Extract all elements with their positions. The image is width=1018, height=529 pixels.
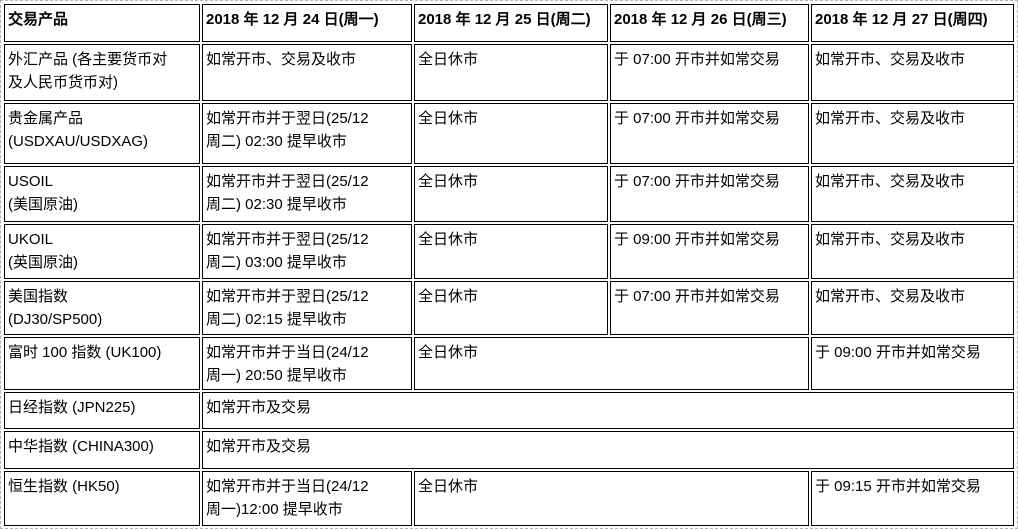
schedule-cell: 如常开市并于翌日(25/12 周二) 02:30 提早收市 <box>202 103 412 164</box>
schedule-cell: 于 07:00 开市并如常交易 <box>610 281 809 335</box>
schedule-cell: 于 07:00 开市并如常交易 <box>610 166 809 222</box>
table-row-ukoil: UKOIL (英国原油) 如常开市并于翌日(25/12 周二) 03:00 提早… <box>4 224 1014 279</box>
schedule-cell: 如常开市及交易 <box>202 392 1014 429</box>
schedule-cell: 如常开市及交易 <box>202 431 1014 469</box>
product-cell: 日经指数 (JPN225) <box>4 392 200 429</box>
schedule-cell: 如常开市并于当日(24/12 周一) 20:50 提早收市 <box>202 337 412 390</box>
schedule-cell: 于 07:00 开市并如常交易 <box>610 103 809 164</box>
schedule-cell: 全日休市 <box>414 224 608 279</box>
schedule-cell: 全日休市 <box>414 166 608 222</box>
product-cell: 美国指数 (DJ30/SP500) <box>4 281 200 335</box>
header-cell-tuesday: 2018 年 12 月 25 日(周二) <box>414 4 608 42</box>
header-cell-monday: 2018 年 12 月 24 日(周一) <box>202 4 412 42</box>
schedule-cell: 于 09:15 开市并如常交易 <box>811 471 1014 526</box>
product-cell: UKOIL (英国原油) <box>4 224 200 279</box>
schedule-cell: 于 07:00 开市并如常交易 <box>610 44 809 101</box>
product-cell: 中华指数 (CHINA300) <box>4 431 200 469</box>
table-row-jpn225: 日经指数 (JPN225) 如常开市及交易 <box>4 392 1014 429</box>
product-cell: 富时 100 指数 (UK100) <box>4 337 200 390</box>
product-cell: USOIL (美国原油) <box>4 166 200 222</box>
table-row-us-indices: 美国指数 (DJ30/SP500) 如常开市并于翌日(25/12 周二) 02:… <box>4 281 1014 335</box>
table-row-china300: 中华指数 (CHINA300) 如常开市及交易 <box>4 431 1014 469</box>
header-cell-wednesday: 2018 年 12 月 26 日(周三) <box>610 4 809 42</box>
schedule-cell: 如常开市、交易及收市 <box>811 103 1014 164</box>
schedule-cell: 全日休市 <box>414 44 608 101</box>
table-row-uk100: 富时 100 指数 (UK100) 如常开市并于当日(24/12 周一) 20:… <box>4 337 1014 390</box>
table-row-metals: 贵金属产品 (USDXAU/USDXAG) 如常开市并于翌日(25/12 周二)… <box>4 103 1014 164</box>
schedule-cell: 如常开市并于翌日(25/12 周二) 02:15 提早收市 <box>202 281 412 335</box>
schedule-cell: 于 09:00 开市并如常交易 <box>610 224 809 279</box>
table-row-hk50: 恒生指数 (HK50) 如常开市并于当日(24/12 周一)12:00 提早收市… <box>4 471 1014 526</box>
schedule-cell: 如常开市、交易及收市 <box>811 166 1014 222</box>
schedule-cell: 如常开市并于当日(24/12 周一)12:00 提早收市 <box>202 471 412 526</box>
header-cell-product: 交易产品 <box>4 4 200 42</box>
schedule-cell: 如常开市、交易及收市 <box>202 44 412 101</box>
product-cell: 恒生指数 (HK50) <box>4 471 200 526</box>
schedule-cell: 如常开市并于翌日(25/12 周二) 03:00 提早收市 <box>202 224 412 279</box>
schedule-cell: 于 09:00 开市并如常交易 <box>811 337 1014 390</box>
schedule-cell: 全日休市 <box>414 281 608 335</box>
schedule-cell: 全日休市 <box>414 103 608 164</box>
header-row: 交易产品 2018 年 12 月 24 日(周一) 2018 年 12 月 25… <box>4 4 1014 42</box>
schedule-cell: 如常开市、交易及收市 <box>811 281 1014 335</box>
product-cell: 贵金属产品 (USDXAU/USDXAG) <box>4 103 200 164</box>
table-row-forex: 外汇产品 (各主要货币对 及人民币货币对) 如常开市、交易及收市 全日休市 于 … <box>4 44 1014 101</box>
schedule-cell: 全日休市 <box>414 471 809 526</box>
schedule-cell: 如常开市、交易及收市 <box>811 224 1014 279</box>
schedule-cell: 全日休市 <box>414 337 809 390</box>
table-row-usoil: USOIL (美国原油) 如常开市并于翌日(25/12 周二) 02:30 提早… <box>4 166 1014 222</box>
header-cell-thursday: 2018 年 12 月 27 日(周四) <box>811 4 1014 42</box>
schedule-cell: 如常开市并于翌日(25/12 周二) 02:30 提早收市 <box>202 166 412 222</box>
schedule-cell: 如常开市、交易及收市 <box>811 44 1014 101</box>
product-cell: 外汇产品 (各主要货币对 及人民币货币对) <box>4 44 200 101</box>
